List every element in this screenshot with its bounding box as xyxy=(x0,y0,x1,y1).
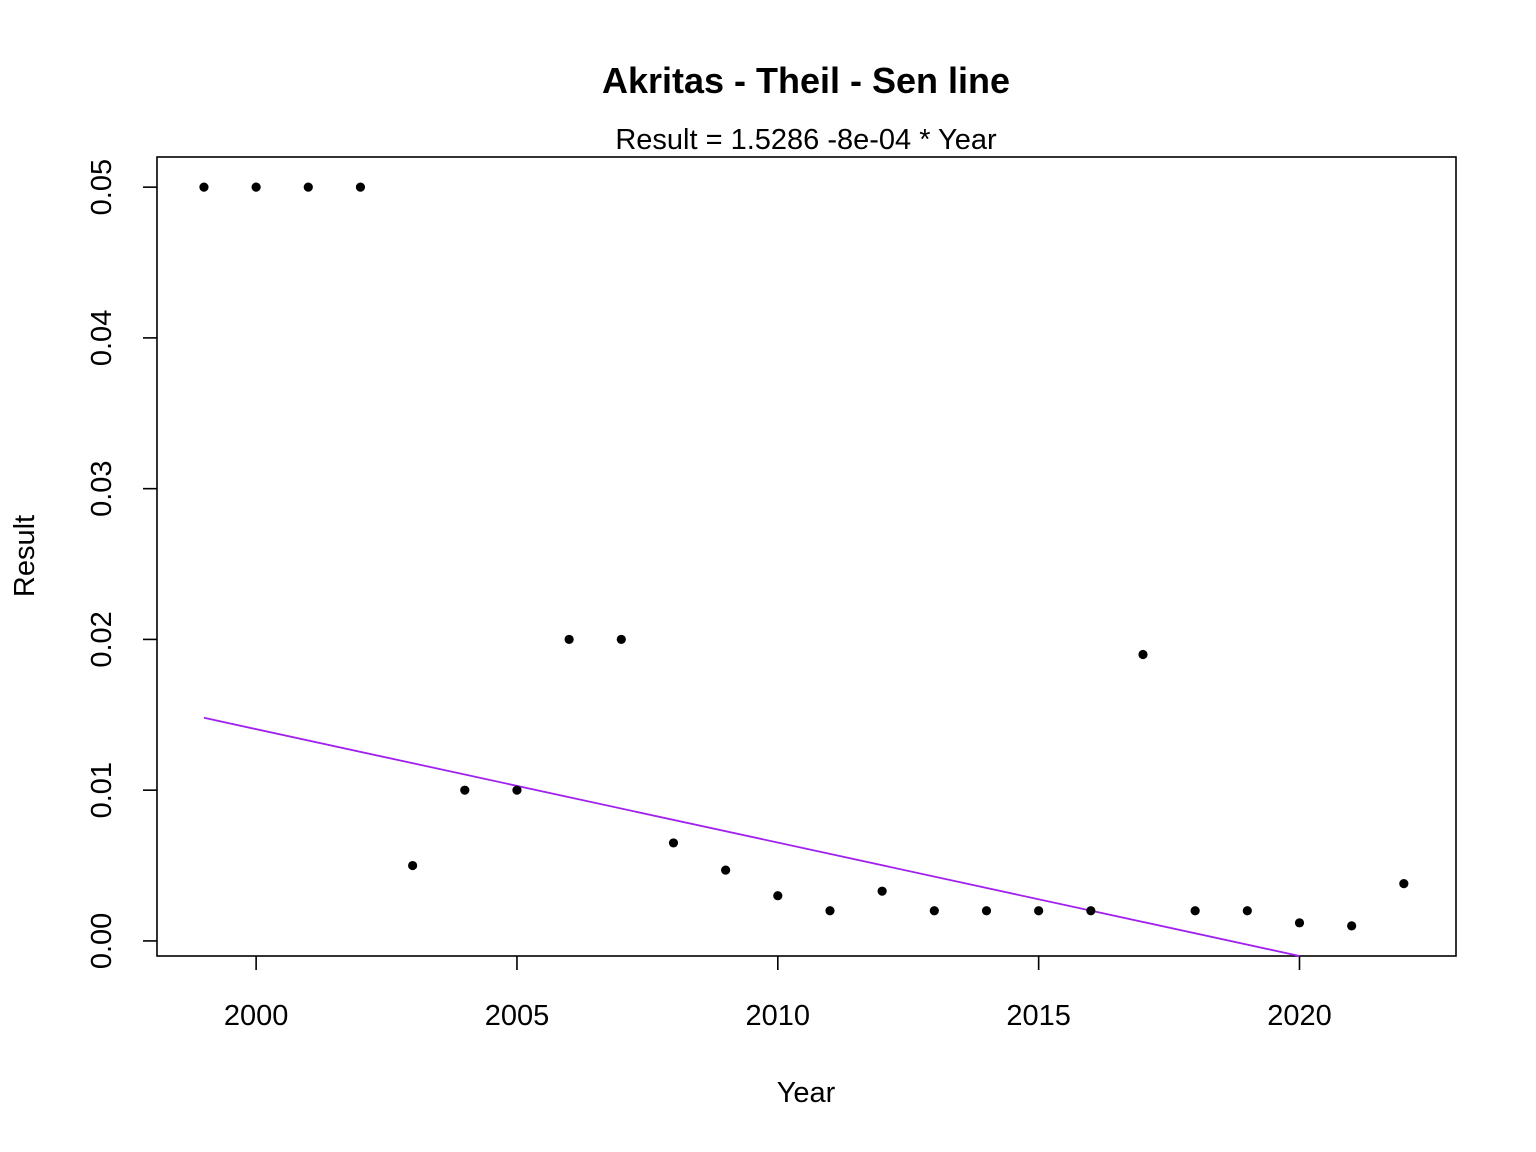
data-point-2010 xyxy=(773,891,783,901)
x-tick-label: 2000 xyxy=(224,1000,289,1032)
y-tick-label: 0.04 xyxy=(86,310,118,366)
data-point-2009 xyxy=(721,865,731,875)
data-point-2015 xyxy=(1034,906,1044,916)
data-point-2001 xyxy=(303,182,313,192)
data-point-2017 xyxy=(1138,649,1148,660)
data-point-2006 xyxy=(564,634,574,645)
data-point-2000 xyxy=(251,182,261,192)
data-point-2004 xyxy=(460,785,470,795)
fit-line-layer xyxy=(203,716,1300,957)
y-axis: 0.00 0.01 0.02 0.03 0.04 0.05 xyxy=(86,159,157,969)
x-tick-label: 2020 xyxy=(1267,1000,1332,1032)
data-point-2019 xyxy=(1242,906,1252,916)
data-point-2013 xyxy=(929,906,939,916)
y-tick-label: 0.03 xyxy=(86,460,118,516)
theil-sen-fit-line xyxy=(203,716,1300,957)
data-point-2014 xyxy=(981,906,992,916)
chart-subtitle: Result = 1.5286 -8e-04 * Year xyxy=(615,124,997,156)
data-point-2022 xyxy=(1399,879,1409,889)
data-point-2008 xyxy=(668,838,679,848)
chart-title: Akritas - Theil - Sen line xyxy=(602,60,1010,101)
data-point-2011 xyxy=(825,906,835,916)
x-axis-label: Year xyxy=(777,1077,836,1109)
data-point-2005 xyxy=(512,785,522,795)
data-point-2018 xyxy=(1190,906,1200,916)
x-tick-label: 2010 xyxy=(746,1000,811,1032)
x-tick-label: 2005 xyxy=(485,1000,550,1032)
y-axis-label: Result xyxy=(9,515,41,597)
data-point-2012 xyxy=(877,886,887,896)
data-point-2002 xyxy=(355,182,366,192)
data-point-2007 xyxy=(616,634,626,645)
y-tick-label: 0.05 xyxy=(86,159,118,215)
y-tick-label: 0.01 xyxy=(86,762,118,818)
plot-frame xyxy=(156,156,1457,957)
data-point-2020 xyxy=(1294,918,1305,928)
x-axis: 2000 2005 2010 2015 2020 xyxy=(224,956,1332,1032)
y-tick-label: 0.00 xyxy=(86,913,118,969)
data-point-1999 xyxy=(199,182,209,192)
y-tick-label: 0.02 xyxy=(86,611,118,667)
data-point-2016 xyxy=(1086,906,1096,916)
data-point-2021 xyxy=(1347,921,1357,931)
data-points xyxy=(199,182,1409,931)
data-point-2003 xyxy=(408,860,418,871)
x-tick-label: 2015 xyxy=(1006,1000,1071,1032)
